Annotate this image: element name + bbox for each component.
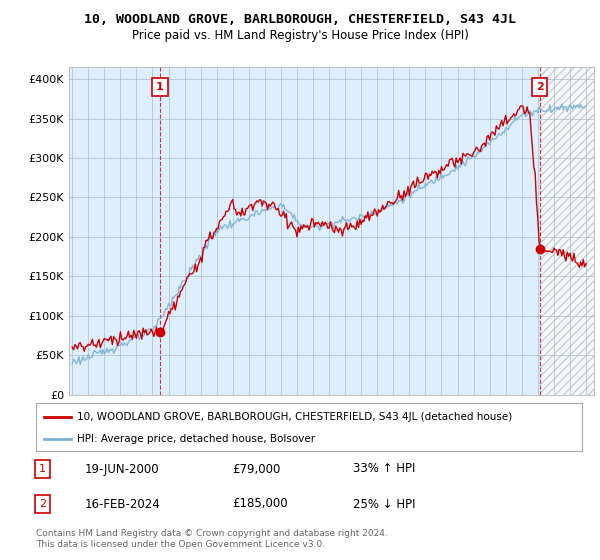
- Point: [155, 328, 165, 337]
- Text: 33% ↑ HPI: 33% ↑ HPI: [353, 463, 415, 475]
- Text: 10, WOODLAND GROVE, BARLBOROUGH, CHESTERFIELD, S43 4JL (detached house): 10, WOODLAND GROVE, BARLBOROUGH, CHESTER…: [77, 412, 512, 422]
- Text: 2: 2: [536, 82, 544, 92]
- Text: 25% ↓ HPI: 25% ↓ HPI: [353, 497, 415, 511]
- Text: HPI: Average price, detached house, Bolsover: HPI: Average price, detached house, Bols…: [77, 434, 315, 444]
- Text: Contains HM Land Registry data © Crown copyright and database right 2024.
This d: Contains HM Land Registry data © Crown c…: [36, 529, 388, 549]
- Text: 1: 1: [39, 464, 46, 474]
- Text: 19-JUN-2000: 19-JUN-2000: [85, 463, 160, 475]
- Point: [535, 244, 545, 253]
- Text: £185,000: £185,000: [233, 497, 288, 511]
- Text: 1: 1: [156, 82, 164, 92]
- Text: Price paid vs. HM Land Registry's House Price Index (HPI): Price paid vs. HM Land Registry's House …: [131, 29, 469, 42]
- Text: 16-FEB-2024: 16-FEB-2024: [85, 497, 161, 511]
- Text: 2: 2: [39, 499, 46, 509]
- Text: £79,000: £79,000: [233, 463, 281, 475]
- Text: 10, WOODLAND GROVE, BARLBOROUGH, CHESTERFIELD, S43 4JL: 10, WOODLAND GROVE, BARLBOROUGH, CHESTER…: [84, 13, 516, 26]
